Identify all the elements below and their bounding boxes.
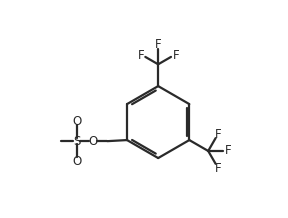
Text: F: F bbox=[225, 145, 231, 157]
Text: F: F bbox=[215, 128, 221, 141]
Text: S: S bbox=[73, 135, 81, 148]
Text: F: F bbox=[155, 38, 162, 51]
Text: O: O bbox=[89, 135, 98, 148]
Text: O: O bbox=[72, 155, 82, 168]
Text: O: O bbox=[72, 115, 82, 128]
Text: F: F bbox=[138, 49, 144, 62]
Text: F: F bbox=[215, 162, 221, 175]
Text: F: F bbox=[173, 49, 179, 62]
